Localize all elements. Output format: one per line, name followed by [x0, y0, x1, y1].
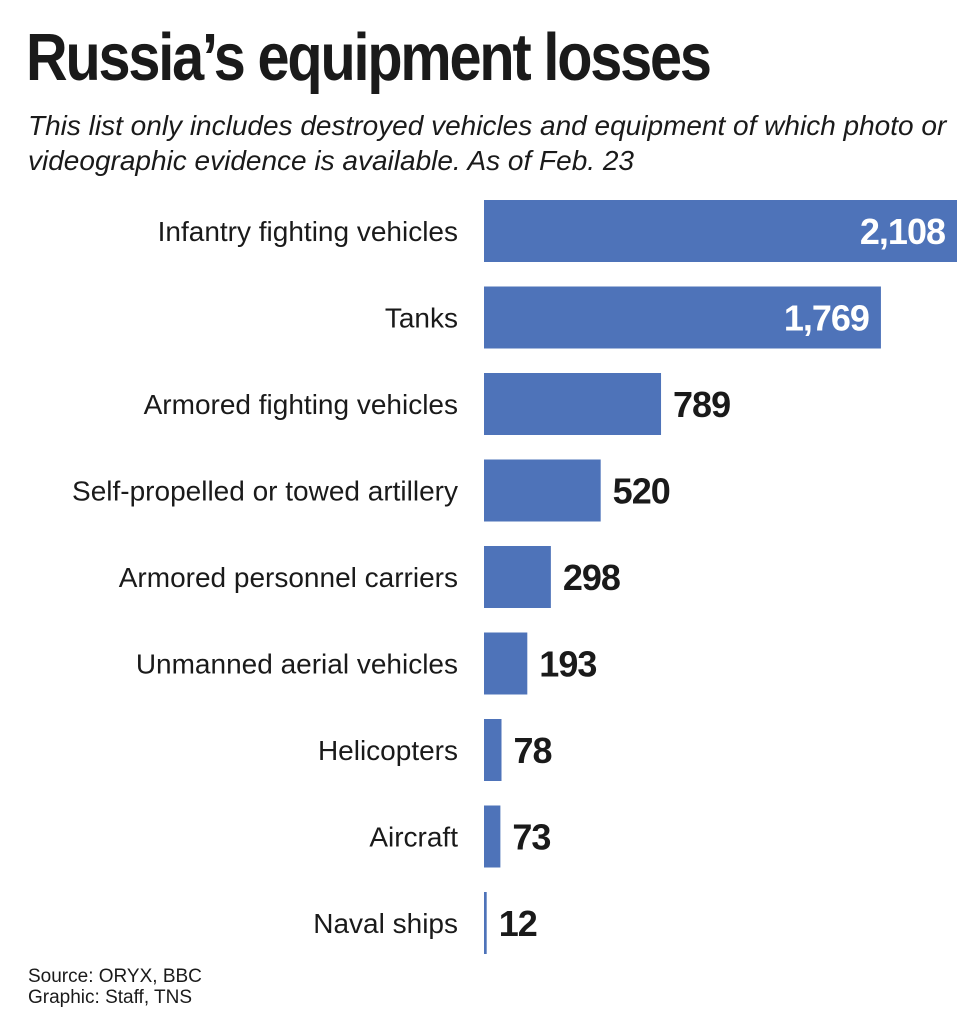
bar [484, 632, 528, 695]
value-label: 2,108 [860, 211, 945, 252]
bar-chart: Infantry fighting vehicles 2,108 Tanks 1,76… [72, 200, 957, 954]
category-label: Armored fighting vehicles [144, 389, 458, 420]
category-label: Helicopters [318, 735, 458, 766]
bar [484, 546, 551, 608]
chart-title: Russia’s equipment losses [26, 20, 712, 95]
bar [484, 286, 881, 349]
bar [484, 892, 487, 954]
category-label: Armored personnel carriers [119, 562, 458, 593]
category-label: Aircraft [369, 822, 458, 853]
source-line: Source: ORYX, BBC [28, 966, 202, 987]
bar [484, 805, 501, 868]
category-label: Naval ships [313, 908, 458, 939]
value-label: 73 [512, 817, 550, 858]
value-label: 12 [499, 903, 537, 944]
category-label: Self-propelled or towed artillery [72, 476, 458, 507]
bar [484, 373, 662, 435]
value-label: 789 [673, 384, 730, 425]
category-label: Tanks [385, 303, 458, 334]
value-label: 520 [613, 471, 670, 512]
value-label: 298 [563, 557, 620, 598]
bar [484, 459, 601, 522]
category-label: Infantry fighting vehicles [158, 216, 458, 247]
value-label: 193 [539, 644, 596, 685]
value-label: 1,769 [784, 298, 869, 339]
category-label: Unmanned aerial vehicles [136, 649, 458, 680]
chart-subtitle: This list only includes destroyed vehicl… [28, 110, 947, 176]
value-label: 78 [514, 730, 552, 771]
credit-line: Graphic: Staff, TNS [28, 987, 193, 1008]
source-note: Source: ORYX, BBC Graphic: Staff, TNS [28, 966, 202, 1008]
bar [484, 200, 957, 262]
bar [484, 719, 502, 781]
